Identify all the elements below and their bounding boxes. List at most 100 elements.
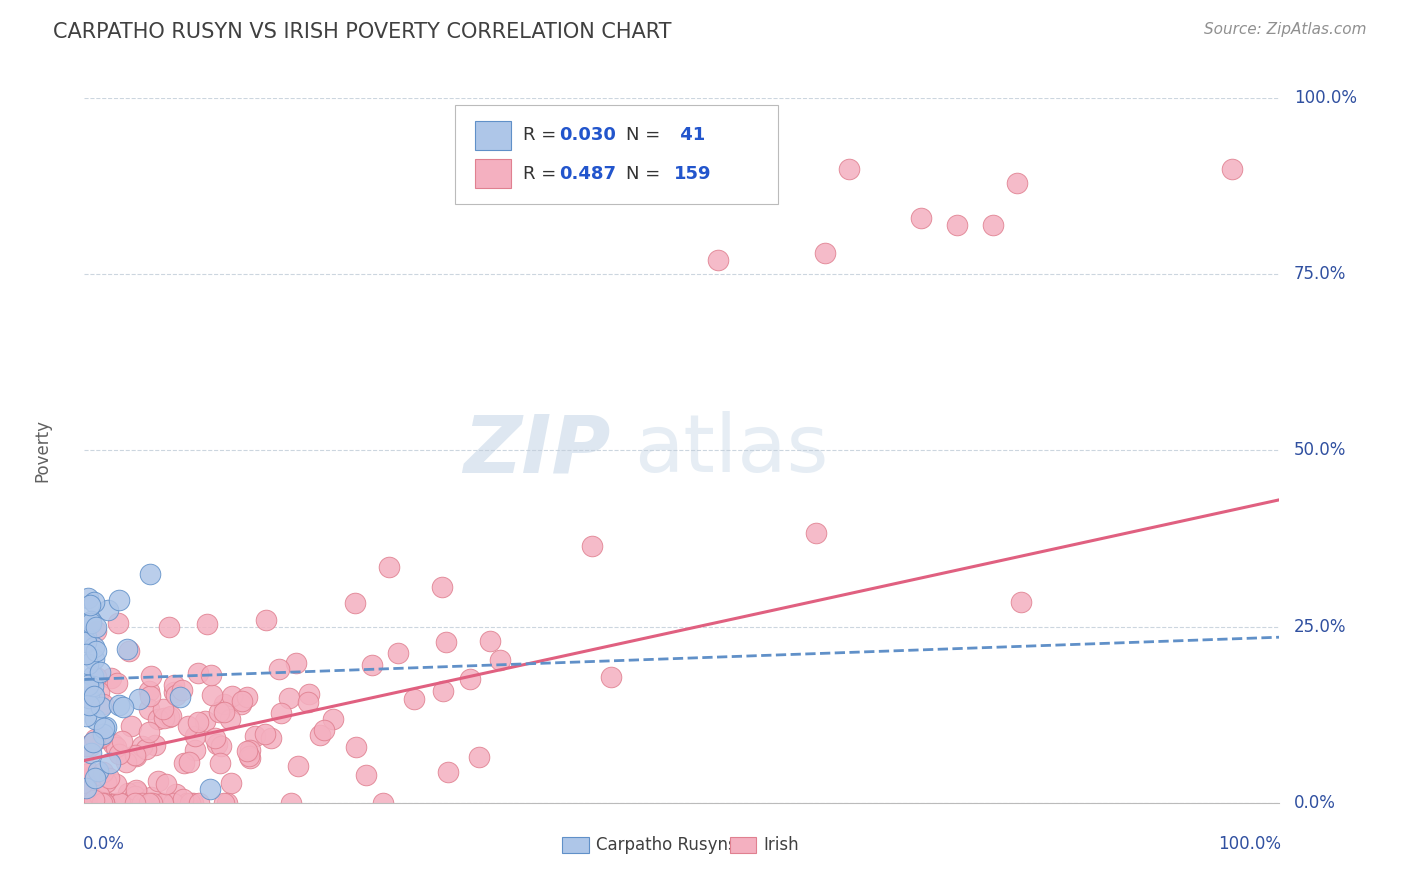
Point [80,615,103,629]
Text: ZIP: ZIP [463,411,610,490]
Point [322,712,344,726]
Point [157,710,180,724]
Point [75,739,97,753]
Point [83,640,105,654]
Text: R =: R = [523,164,562,183]
Point [90,730,112,744]
Point [80,772,103,786]
Point [120,719,142,733]
Point [107,796,129,810]
Point [214,697,236,711]
Point [200,668,222,682]
Point [238,748,260,763]
Point [77,779,100,793]
Point [269,662,291,676]
Point [114,755,136,769]
Point [79,599,101,613]
Point [946,218,969,232]
Point [125,748,148,763]
Point [100,671,122,685]
Point [82,669,104,683]
Point [172,792,194,806]
Point [107,593,129,607]
Point [184,729,207,743]
Text: 159: 159 [673,164,711,183]
Point [131,739,153,753]
Point [344,596,367,610]
Point [90,796,112,810]
Point [215,796,238,810]
Point [378,560,401,574]
Point [981,218,1004,232]
Point [236,690,259,704]
Point [101,737,124,751]
Text: Carpatho Rusyns: Carpatho Rusyns [596,836,737,854]
Point [165,787,187,801]
Point [177,719,200,733]
Point [361,658,384,673]
Point [298,687,321,701]
Point [75,796,97,810]
Point [214,796,236,810]
Point [143,738,166,752]
Point [94,796,117,810]
Point [90,700,112,714]
Point [910,211,932,225]
Point [125,782,148,797]
Point [124,796,146,810]
Point [91,796,114,810]
Text: 50.0%: 50.0% [1294,442,1346,459]
Point [163,678,186,692]
Point [284,656,307,670]
Point [118,644,141,658]
Point [157,620,180,634]
Point [83,595,105,609]
Point [260,731,283,746]
Point [239,751,262,765]
Point [165,688,187,702]
Point [231,697,253,711]
Bar [475,120,510,150]
Text: Source: ZipAtlas.com: Source: ZipAtlas.com [1204,22,1367,37]
Point [152,702,174,716]
Point [77,691,100,706]
Point [1220,161,1243,176]
Point [148,712,170,726]
Point [236,744,259,758]
Point [231,694,253,708]
Point [75,708,97,723]
Point [108,747,131,761]
Point [194,714,217,728]
Point [1005,176,1028,190]
Point [208,756,231,770]
Text: 0.030: 0.030 [558,127,616,145]
Point [205,737,228,751]
FancyBboxPatch shape [456,105,778,204]
Point [460,672,482,686]
Point [181,796,204,810]
Point [184,743,207,757]
Point [107,615,129,630]
Point [169,690,191,705]
Point [83,793,105,807]
Point [155,777,177,791]
Text: 0.0%: 0.0% [83,835,125,853]
Point [108,796,131,810]
Point [76,690,98,705]
Point [124,789,146,803]
Point [84,712,107,726]
Point [838,161,860,176]
Point [75,647,97,661]
Point [117,786,139,800]
Point [91,764,114,779]
Point [84,732,107,747]
Point [434,635,457,649]
Point [83,689,105,703]
Point [105,675,128,690]
Point [135,741,157,756]
Point [152,796,174,810]
Point [82,769,104,783]
Point [141,796,163,810]
Point [309,728,332,742]
Point [432,580,454,594]
